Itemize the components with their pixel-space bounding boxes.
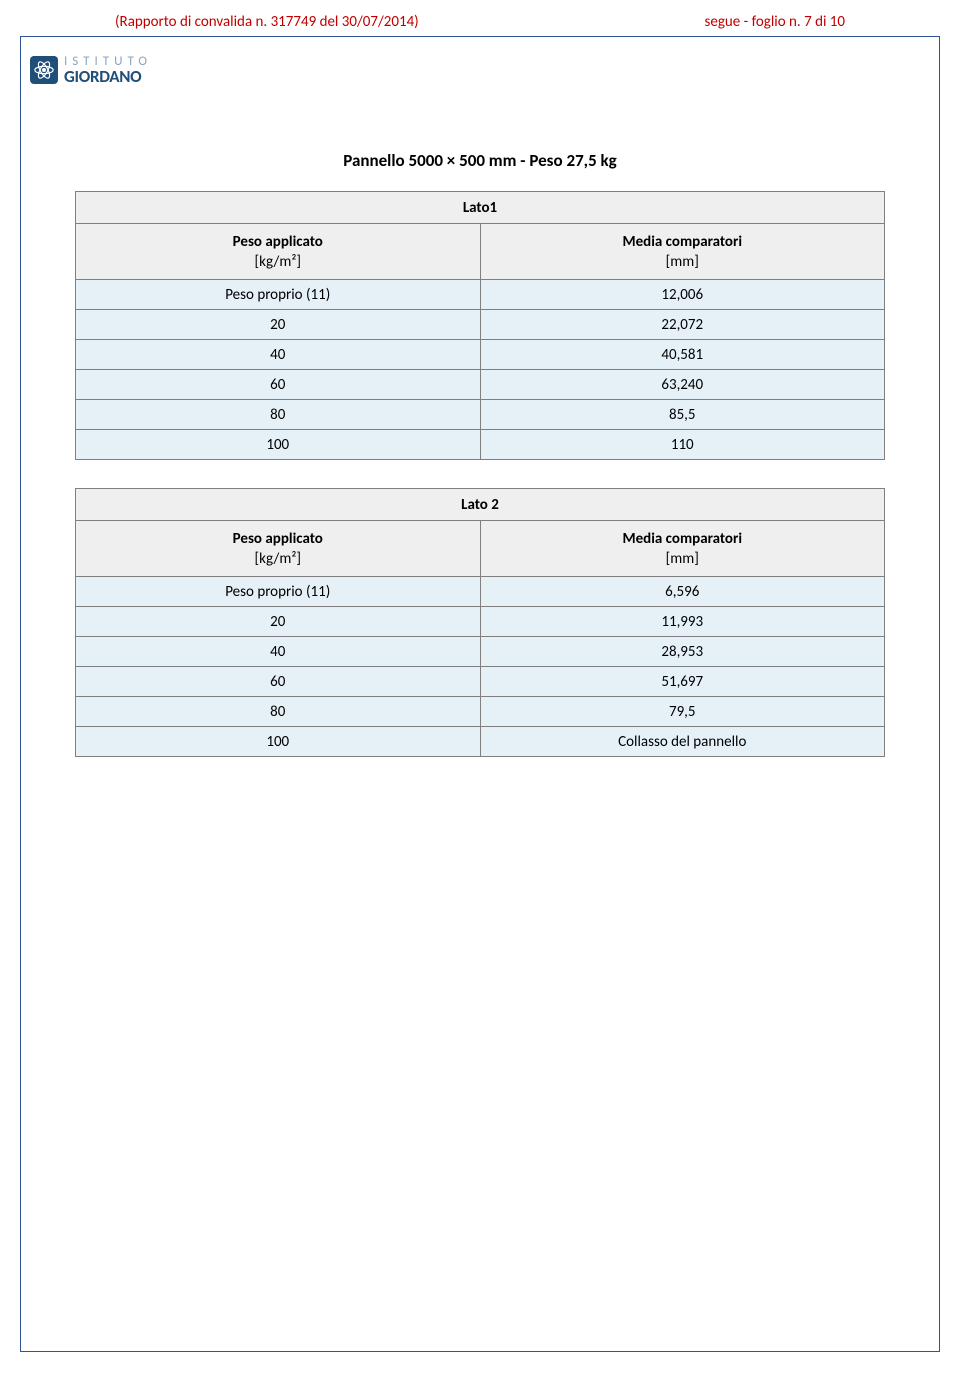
atom-icon: [30, 56, 58, 84]
page-border: [20, 36, 940, 1352]
logo: ISTITUTO GIORDANO: [30, 55, 152, 85]
header-right: segue - foglio n. 7 di 10: [704, 13, 845, 31]
header-left: (Rapporto di convalida n. 317749 del 30/…: [115, 13, 419, 31]
logo-text: ISTITUTO GIORDANO: [64, 55, 152, 85]
page-header: (Rapporto di convalida n. 317749 del 30/…: [0, 13, 960, 31]
logo-line2: GIORDANO: [64, 68, 152, 85]
